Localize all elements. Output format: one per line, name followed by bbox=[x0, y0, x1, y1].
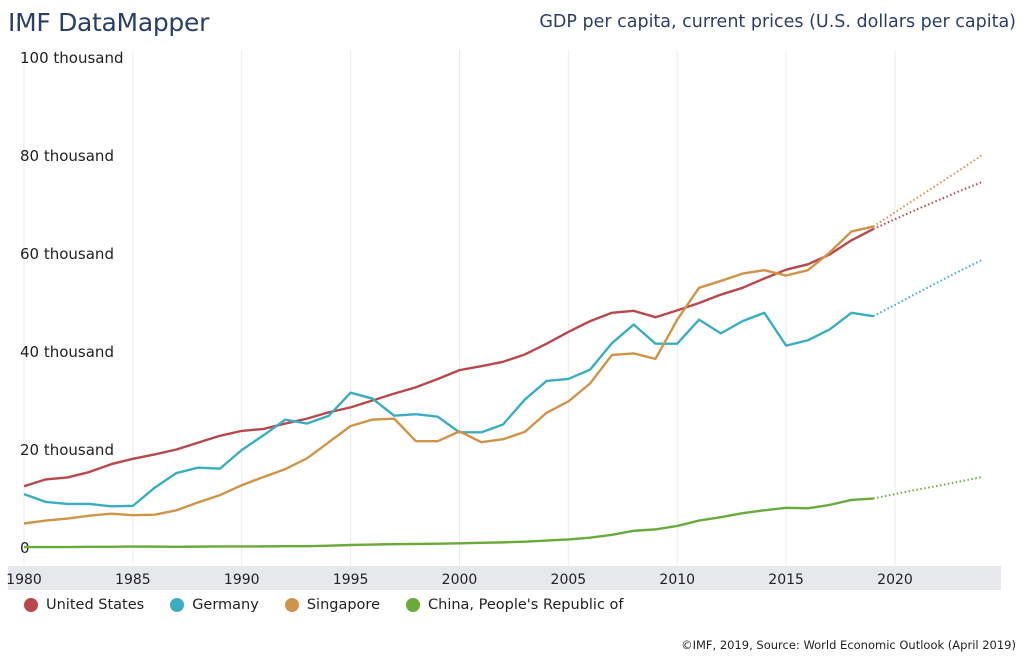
series-line-0[interactable] bbox=[23, 227, 874, 488]
legend-label: Germany bbox=[192, 597, 259, 613]
series-projection-1[interactable] bbox=[872, 258, 983, 318]
x-axis-band bbox=[8, 566, 1001, 590]
x-tick-label: 2000 bbox=[442, 572, 478, 588]
imf-datamapper-logo[interactable]: IMF DataMapper bbox=[8, 8, 210, 37]
x-tick-label: 1985 bbox=[115, 572, 151, 588]
legend-dot-icon bbox=[284, 598, 299, 612]
series-line-3[interactable] bbox=[24, 497, 874, 549]
legend-dot-icon bbox=[24, 598, 38, 612]
source-note: ©IMF, 2019, Source: World Economic Outlo… bbox=[681, 638, 1016, 652]
y-tick-label: 20 thousand bbox=[20, 441, 114, 459]
series-projection-2[interactable] bbox=[872, 154, 983, 228]
legend-label: United States bbox=[46, 597, 145, 613]
x-tick-label: 2015 bbox=[768, 572, 804, 588]
legend-item[interactable]: United States bbox=[24, 597, 144, 613]
x-tick-label: 2020 bbox=[877, 572, 913, 588]
y-tick-label: 80 thousand bbox=[20, 147, 114, 165]
gridlines bbox=[23, 50, 896, 566]
x-tick-label: 2010 bbox=[659, 572, 695, 588]
legend-item[interactable]: China, People's Republic of bbox=[406, 597, 624, 613]
series-projection-0[interactable] bbox=[872, 181, 983, 230]
x-tick-label: 1990 bbox=[224, 572, 260, 588]
legend: United States Germany Singapore China, Peop… bbox=[24, 597, 624, 613]
y-tick-label: 100 thousand bbox=[20, 49, 124, 67]
legend-label: Singapore bbox=[306, 597, 380, 613]
series-projection-3[interactable] bbox=[873, 475, 983, 500]
x-tick-label: 1995 bbox=[333, 572, 369, 588]
series-line-1[interactable] bbox=[23, 311, 874, 508]
x-tick-label: 1980 bbox=[6, 572, 42, 588]
legend-label: China, People's Republic of bbox=[428, 597, 624, 613]
legend-item[interactable]: Germany bbox=[170, 597, 259, 613]
x-tick-label: 2005 bbox=[551, 572, 587, 588]
series-line-2[interactable] bbox=[23, 225, 874, 525]
series-lines bbox=[23, 154, 983, 549]
x-axis-labels: 1980 1985 1990 1995 2000 2005 2010 2015 2020 bbox=[6, 572, 913, 588]
legend-dot-icon bbox=[170, 598, 185, 612]
y-tick-label: 40 thousand bbox=[20, 343, 114, 361]
legend-dot-icon bbox=[406, 598, 420, 612]
legend-item[interactable]: Singapore bbox=[284, 597, 380, 613]
chart-title: GDP per capita, current prices (U.S. dol… bbox=[539, 12, 1016, 32]
y-tick-label: 60 thousand bbox=[20, 245, 114, 263]
